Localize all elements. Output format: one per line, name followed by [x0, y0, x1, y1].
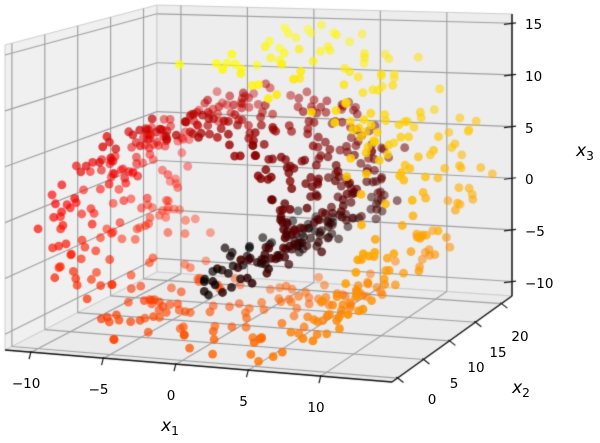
figure-3d-scatter: x1 x2 x3 −10 −5 0 5 10 0 5 10 15 20 −10 −5 0 5 10 15	[0, 0, 600, 443]
plot-canvas	[0, 0, 600, 443]
